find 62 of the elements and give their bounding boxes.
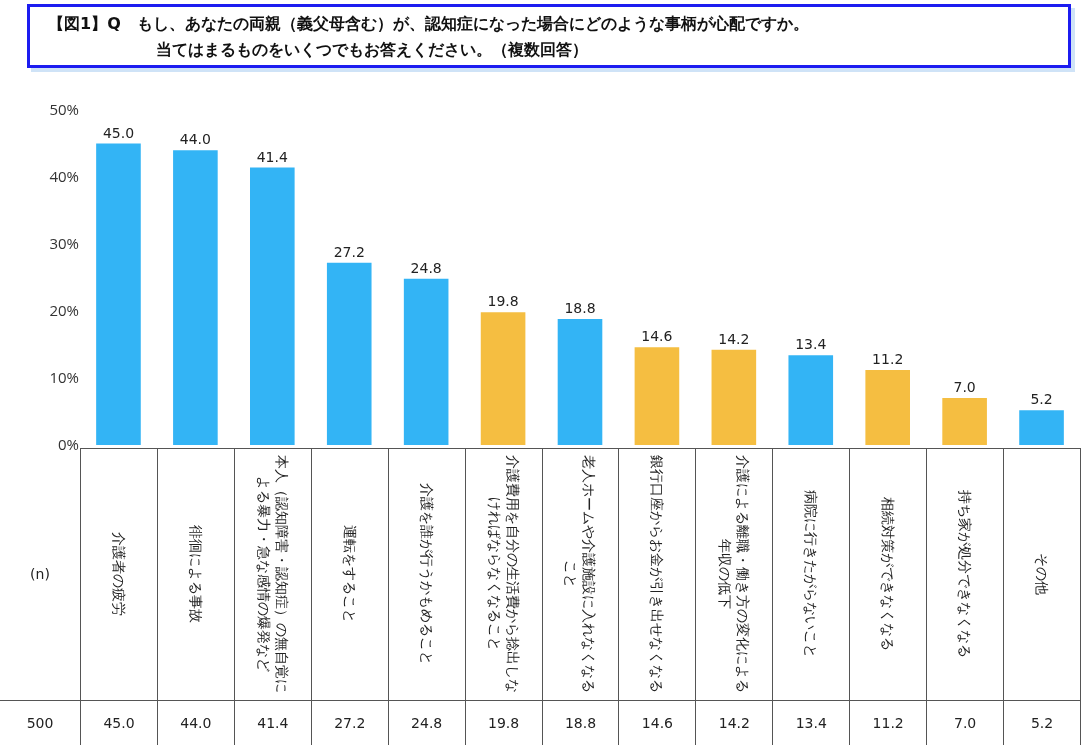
data-label: 44.0 [180, 714, 212, 731]
chart-title: 【図1】Q もし、あなたの両親（義父母含む）が、認知症になった場合にどのような事柄が心配ですか。 [48, 13, 810, 35]
text: 18.8 [564, 300, 596, 317]
x-tick-label: 介護による離職・働き方の変化による年収の低下 [716, 454, 753, 695]
y-tick-label: 20% [49, 300, 79, 321]
x-tick-label: 運転をすること [340, 524, 359, 625]
x-tick-label: 本人（認知障害・認知症）の無自覚による暴力・急な感情の爆発など [254, 454, 291, 695]
bar [557, 319, 603, 445]
data-label: 14.6 [641, 714, 673, 731]
data-label: 7.0 [953, 714, 977, 731]
y-tick-label: 0% [58, 434, 79, 455]
x-tick-label: 銀行口座からお金が引き出せなくなる [648, 454, 667, 695]
data-label: 13.4 [795, 714, 827, 731]
y-tick-label: 10% [49, 367, 79, 388]
bar [403, 278, 449, 445]
text: (n) [30, 566, 50, 582]
text: 24.8 [410, 259, 442, 276]
text: 5.2 [1030, 391, 1053, 408]
bar [788, 355, 834, 445]
text: 27.2 [333, 243, 365, 260]
bar [326, 262, 372, 445]
data-label: 11.2 [872, 714, 904, 731]
x-tick-label: 相続対策ができなくなる [879, 496, 898, 653]
x-tick-label: 老人ホームや介護施設に入れなくなること [562, 454, 599, 695]
y-tick-label: 50% [49, 99, 79, 120]
bar [250, 167, 295, 445]
x-tick-label: 病院に行きたがらないこと [802, 489, 821, 660]
text: 7.0 [953, 379, 976, 396]
bar [634, 347, 680, 445]
data-label: 18.8 [564, 714, 597, 731]
text: 44.0 [179, 131, 211, 148]
bar [173, 150, 218, 445]
x-tick-label: 持ち家が処分できなくなる [956, 489, 975, 660]
data-label: 41.4 [257, 714, 289, 731]
bar [711, 349, 757, 445]
data-label: 45.0 [103, 714, 135, 731]
x-tick-label: 介護を誰が行うかもめること [417, 482, 436, 667]
data-label: 14.2 [718, 714, 750, 731]
data-label: 19.8 [487, 714, 520, 731]
x-tick-label: 徘徊による事故 [186, 524, 205, 625]
data-label: 5.2 [1030, 714, 1054, 731]
y-tick-label: 30% [49, 233, 79, 254]
x-tick-label: その他 [1033, 552, 1051, 597]
data-label: 27.2 [334, 714, 366, 731]
y-tick-label: 40% [49, 166, 79, 187]
text: 500 [26, 714, 54, 731]
bar [96, 143, 141, 445]
bar [865, 369, 910, 445]
text: 11.2 [872, 350, 904, 367]
text: 14.6 [641, 328, 673, 345]
bar [480, 312, 526, 445]
text: 14.2 [718, 330, 750, 347]
chart-subtitle: 当てはまるものをいくつでもお答えください。（複数回答） [155, 39, 589, 61]
text: 19.8 [487, 293, 519, 310]
x-tick-label: 介護者の疲労 [109, 531, 128, 618]
text: 13.4 [795, 336, 827, 353]
bar [942, 398, 987, 445]
x-tick-label: 介護費用を自分の生活費から捻出しなければならなくなること [485, 454, 522, 695]
data-label: 24.8 [411, 714, 443, 731]
bar [1019, 410, 1064, 445]
text: 45.0 [102, 124, 135, 141]
text: 41.4 [256, 148, 288, 165]
